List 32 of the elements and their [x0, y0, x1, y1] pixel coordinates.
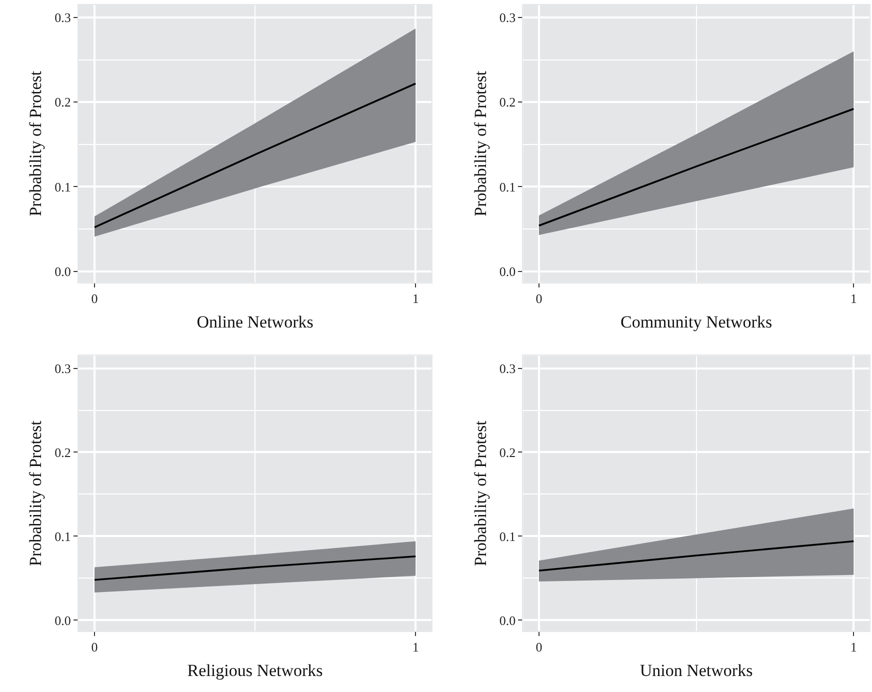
- x-tick-label: 1: [850, 640, 857, 655]
- y-tick-label: 0.1: [54, 179, 71, 194]
- x-tick-label: 0: [536, 640, 542, 655]
- y-tick-label: 0.1: [499, 179, 516, 194]
- y-tick-label: 0.3: [54, 10, 71, 26]
- y-tick-label: 0.0: [499, 612, 516, 628]
- y-tick-label: 0.2: [54, 94, 71, 110]
- x-tick-label: 1: [412, 290, 419, 306]
- x-tick-label: 1: [850, 290, 857, 306]
- y-tick-label: 0.0: [54, 612, 71, 628]
- y-tick-label: 0.0: [499, 264, 516, 279]
- x-axis-title: Online Networks: [196, 312, 314, 332]
- x-tick-label: 1: [412, 640, 419, 655]
- y-tick-label: 0.1: [54, 528, 71, 544]
- x-tick-label: 0: [91, 290, 98, 306]
- y-tick-label: 0.0: [54, 264, 71, 279]
- x-axis-title: Community Networks: [620, 312, 772, 332]
- y-tick-label: 0.3: [54, 360, 71, 376]
- y-axis-title: Probability of Protest: [26, 70, 46, 216]
- y-tick-label: 0.3: [499, 360, 516, 376]
- x-tick-label: 0: [91, 640, 98, 655]
- y-tick-label: 0.2: [499, 444, 516, 460]
- y-tick-label: 0.1: [499, 528, 516, 544]
- y-tick-label: 0.2: [54, 444, 71, 460]
- y-axis-title: Probability of Protest: [470, 420, 490, 566]
- y-axis-title: Probability of Protest: [470, 70, 490, 216]
- y-tick-label: 0.2: [499, 94, 516, 110]
- y-tick-label: 0.3: [499, 10, 516, 26]
- x-tick-label: 0: [536, 290, 542, 306]
- x-axis-title: Religious Networks: [187, 661, 323, 680]
- x-axis-title: Union Networks: [640, 661, 753, 680]
- y-axis-title: Probability of Protest: [26, 420, 46, 566]
